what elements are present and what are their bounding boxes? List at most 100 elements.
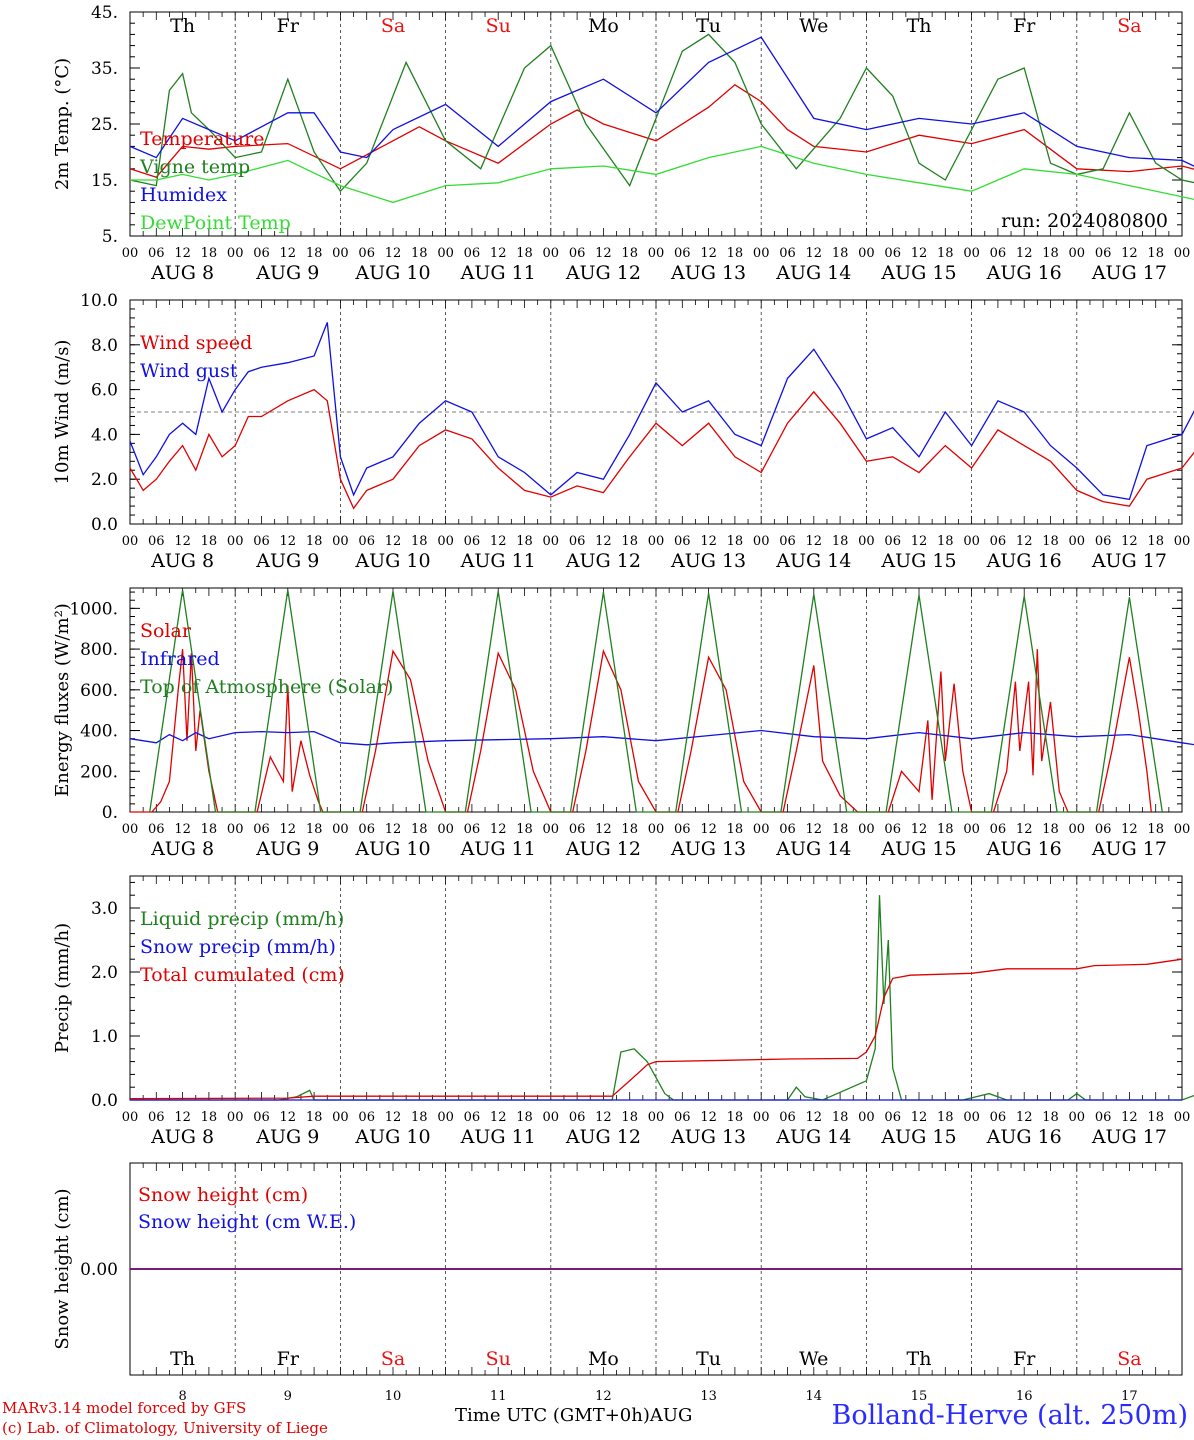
- hour-label: 00: [543, 534, 560, 549]
- hour-label: 06: [990, 822, 1007, 837]
- hour-label: 06: [1095, 1110, 1112, 1125]
- date-label: AUG 12: [565, 838, 641, 860]
- hour-label: 12: [490, 534, 507, 549]
- y-tick-label: 4.0: [91, 425, 118, 445]
- y-tick-label: 1.0: [91, 1027, 118, 1047]
- hour-label: 06: [358, 534, 375, 549]
- hour-label: 12: [595, 822, 612, 837]
- series-line-wind-speed: [129, 388, 1194, 510]
- date-label: AUG 16: [986, 262, 1062, 284]
- hour-label: 00: [543, 1110, 560, 1125]
- day-of-week-label: Su: [486, 1348, 511, 1370]
- hour-label: 12: [700, 246, 717, 261]
- hour-label: 18: [1042, 246, 1059, 261]
- hour-label: 18: [621, 246, 638, 261]
- day-of-week-label: Th: [170, 1348, 195, 1370]
- hour-label: 00: [1174, 822, 1191, 837]
- date-label: AUG 8: [150, 262, 214, 284]
- y-tick-label: 800.: [80, 640, 118, 660]
- hour-label: 00: [963, 534, 980, 549]
- date-label: AUG 13: [670, 550, 746, 572]
- hour-label: 18: [832, 246, 849, 261]
- hour-label: 12: [1121, 822, 1138, 837]
- hour-label: 18: [306, 822, 323, 837]
- day-of-week-label: Fr: [277, 15, 300, 37]
- panel-frame: [129, 11, 1183, 237]
- hour-label: 12: [385, 1110, 402, 1125]
- legend-entry: Infrared: [140, 648, 220, 670]
- date-label: AUG 15: [880, 838, 956, 860]
- series-line-wind-gust: [129, 322, 1194, 501]
- date-label: AUG 16: [986, 1126, 1062, 1148]
- series-line-vigne-temp: [129, 33, 1194, 193]
- hour-label: 00: [753, 534, 770, 549]
- series-line-liquid-precip-mm-h-: [130, 895, 1194, 1101]
- hour-label: 12: [595, 246, 612, 261]
- day-of-week-label: Th: [907, 15, 932, 37]
- hour-label: 00: [437, 534, 454, 549]
- hour-label: 00: [543, 822, 560, 837]
- date-label: AUG 9: [255, 262, 319, 284]
- hour-label: 18: [411, 822, 428, 837]
- day-of-week-label: Mo: [588, 15, 619, 37]
- date-label: AUG 16: [986, 550, 1062, 572]
- hour-label: 00: [227, 822, 244, 837]
- day-number-label: 8: [178, 1389, 186, 1404]
- y-tick-label: 25.: [91, 115, 118, 135]
- hour-label: 12: [1016, 1110, 1033, 1125]
- hour-label: 18: [516, 822, 533, 837]
- hour-label: 18: [201, 1110, 218, 1125]
- hour-label: 06: [1095, 534, 1112, 549]
- y-axis-label: Energy fluxes (W/m²): [52, 603, 73, 797]
- hour-label: 06: [464, 246, 481, 261]
- series-line-total-cumulated-cm-: [129, 958, 1183, 1100]
- hour-label: 06: [674, 246, 691, 261]
- hour-label: 06: [358, 822, 375, 837]
- day-of-week-label: Sa: [381, 1348, 405, 1370]
- legend-entry: Liquid precip (mm/h): [140, 908, 344, 930]
- y-tick-label: 600.: [80, 681, 118, 701]
- date-label: AUG 14: [775, 1126, 851, 1148]
- hour-label: 18: [937, 534, 954, 549]
- hour-label: 18: [1042, 534, 1059, 549]
- date-label: AUG 11: [460, 262, 536, 284]
- date-label: AUG 11: [460, 838, 536, 860]
- hour-label: 06: [253, 246, 270, 261]
- hour-label: 06: [253, 1110, 270, 1125]
- hour-label: 06: [779, 1110, 796, 1125]
- series-line-infrared: [129, 729, 1194, 746]
- date-label: AUG 10: [354, 838, 430, 860]
- hour-label: 06: [464, 534, 481, 549]
- hour-label: 00: [122, 1110, 139, 1125]
- legend-entry: Wind speed: [140, 332, 252, 354]
- hour-label: 06: [148, 1110, 165, 1125]
- day-number-label: 14: [806, 1389, 823, 1404]
- hour-label: 12: [595, 1110, 612, 1125]
- y-tick-label: 200.: [80, 762, 118, 782]
- hour-label: 00: [963, 1110, 980, 1125]
- hour-label: 12: [1016, 534, 1033, 549]
- legend-entry: Total cumulated (cm): [140, 964, 345, 986]
- hour-label: 12: [700, 822, 717, 837]
- hour-label: 12: [911, 822, 928, 837]
- hour-label: 00: [753, 246, 770, 261]
- day-of-week-label: We: [799, 15, 828, 37]
- hour-label: 06: [148, 534, 165, 549]
- hour-label: 12: [385, 246, 402, 261]
- hour-label: 18: [727, 246, 744, 261]
- hour-label: 06: [569, 246, 586, 261]
- x-axis-month: AUG: [649, 1405, 693, 1426]
- hour-label: 00: [753, 822, 770, 837]
- hour-label: 18: [306, 1110, 323, 1125]
- y-tick-label: 0.0: [91, 515, 118, 535]
- legend-entry: Solar: [140, 620, 192, 642]
- hour-label: 12: [385, 534, 402, 549]
- hour-label: 00: [1174, 246, 1191, 261]
- hour-label: 12: [174, 1110, 191, 1125]
- hour-label: 06: [1095, 246, 1112, 261]
- date-label: AUG 16: [986, 838, 1062, 860]
- hour-label: 00: [858, 534, 875, 549]
- run-label: run: 2024080800: [1001, 210, 1168, 232]
- date-label: AUG 8: [150, 1126, 214, 1148]
